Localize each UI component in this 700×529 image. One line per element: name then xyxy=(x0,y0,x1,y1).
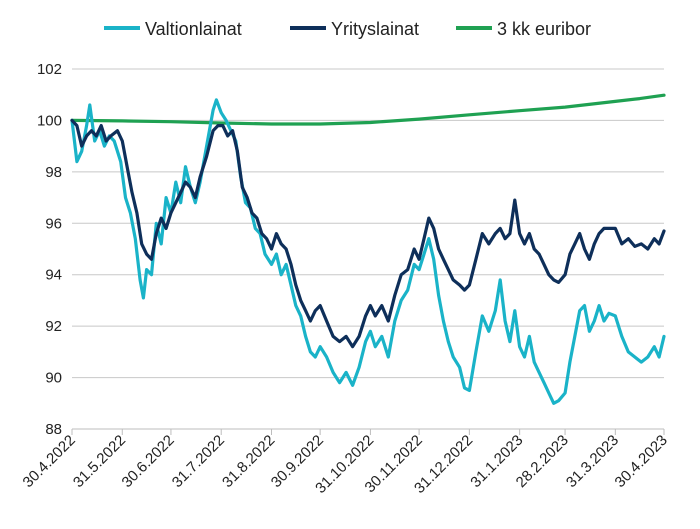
y-tick-label: 98 xyxy=(45,164,62,181)
x-tick-label: 30.6.2022 xyxy=(119,432,178,491)
series-lines xyxy=(70,93,666,405)
y-tick-label: 94 xyxy=(45,267,62,284)
series-line-0 xyxy=(70,98,666,405)
legend: Valtionlainat Yrityslainat 3 kk euribor xyxy=(104,19,591,39)
y-tick-label: 88 xyxy=(45,421,62,438)
x-tick-label: 31.7.2022 xyxy=(169,432,228,491)
y-tick-label: 92 xyxy=(45,318,62,335)
x-tick-label: 30.4.2023 xyxy=(612,432,671,491)
legend-label-2: 3 kk euribor xyxy=(497,19,591,39)
series-line-2 xyxy=(70,93,666,126)
x-tick-label: 30.4.2022 xyxy=(20,432,79,491)
x-tick-label: 31.8.2022 xyxy=(219,432,278,491)
x-axis: 30.4.202231.5.202230.6.202231.7.202231.8… xyxy=(20,428,671,497)
series-line-1 xyxy=(70,118,666,349)
y-tick-label: 102 xyxy=(37,61,62,78)
y-axis-tick-labels: 88 90 92 94 96 98 100 102 xyxy=(37,61,62,438)
x-tick-label: 31.5.2022 xyxy=(70,432,129,491)
y-tick-label: 90 xyxy=(45,370,62,387)
x-tick-label: 31.3.2023 xyxy=(563,432,622,491)
legend-label-0: Valtionlainat xyxy=(145,19,242,39)
y-tick-label: 100 xyxy=(37,112,62,129)
y-tick-label: 96 xyxy=(45,215,62,232)
legend-label-1: Yrityslainat xyxy=(331,19,419,39)
